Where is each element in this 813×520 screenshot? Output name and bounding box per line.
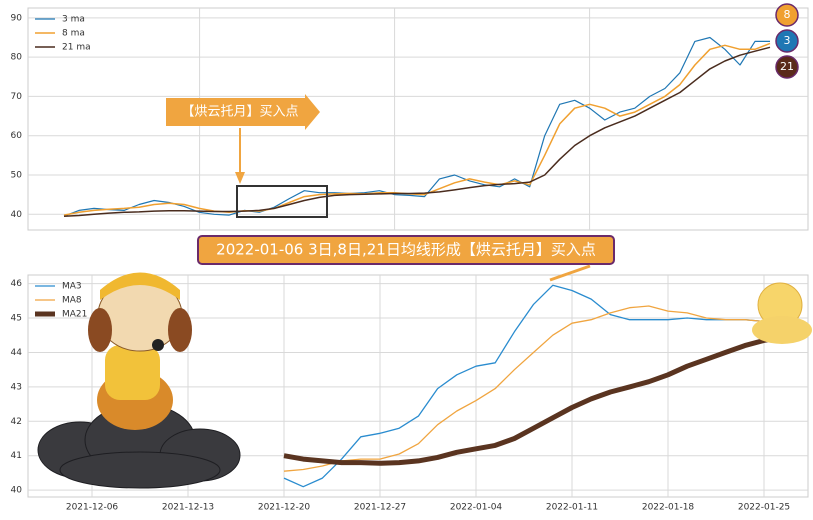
x-tick-label: 2021-12-13 <box>162 503 214 513</box>
y-tick-label: 40 <box>11 486 23 496</box>
line-series <box>283 305 784 472</box>
x-tick-label: 2021-12-20 <box>258 503 311 513</box>
y-tick-label: 50 <box>11 170 23 180</box>
line-series <box>63 42 771 216</box>
y-tick-label: 40 <box>11 210 23 220</box>
legend-label: MA21 <box>62 310 87 320</box>
x-tick-label: 2022-01-04 <box>450 503 503 513</box>
plot-area <box>27 7 809 231</box>
title-box <box>197 235 615 265</box>
chart-title: 2022-01-06 3日,8日,21日均线形成【烘云托月】买入点 <box>216 241 596 259</box>
marker-label: 8 <box>784 8 791 21</box>
marker-label: 21 <box>780 60 794 73</box>
y-tick-label: 42 <box>11 417 22 427</box>
dog <box>88 272 192 430</box>
line-series <box>63 46 771 217</box>
legend-label: 8 ma <box>62 29 85 39</box>
legend-label: MA8 <box>62 296 82 306</box>
annotation-arrow <box>166 94 320 130</box>
y-tick-label: 41 <box>11 451 22 461</box>
title-pointer <box>549 264 591 282</box>
marker-badge <box>775 29 799 53</box>
x-tick-label: 2022-01-25 <box>738 503 790 513</box>
marker-badge <box>775 55 799 79</box>
line-series <box>283 334 784 466</box>
line-series <box>63 36 770 217</box>
x-tick-label: 2021-12-27 <box>354 503 406 513</box>
y-tick-label: 45 <box>11 314 22 324</box>
x-tick-label: 2021-12-06 <box>66 503 119 513</box>
annotation-pointer-head <box>235 172 245 184</box>
y-tick-label: 44 <box>11 348 23 358</box>
x-tick-label: 2022-01-18 <box>642 503 695 513</box>
marker-badge <box>775 3 799 27</box>
y-tick-label: 90 <box>11 13 23 23</box>
y-tick-label: 80 <box>11 53 23 63</box>
y-tick-label: 46 <box>11 279 23 289</box>
legend-label: MA3 <box>62 282 82 292</box>
plot-area <box>27 274 809 498</box>
legend-label: 3 ma <box>62 15 85 25</box>
y-tick-label: 70 <box>11 92 23 102</box>
highlight-box <box>236 185 328 218</box>
moon <box>752 282 812 344</box>
marker-label: 3 <box>784 34 791 47</box>
legend-label: 21 ma <box>62 43 91 53</box>
x-tick-label: 2022-01-11 <box>546 503 598 513</box>
y-tick-label: 43 <box>11 382 22 392</box>
annotation: 【烘云托月】买入点 <box>181 105 298 120</box>
y-tick-label: 60 <box>11 131 23 141</box>
line-series <box>283 284 784 488</box>
